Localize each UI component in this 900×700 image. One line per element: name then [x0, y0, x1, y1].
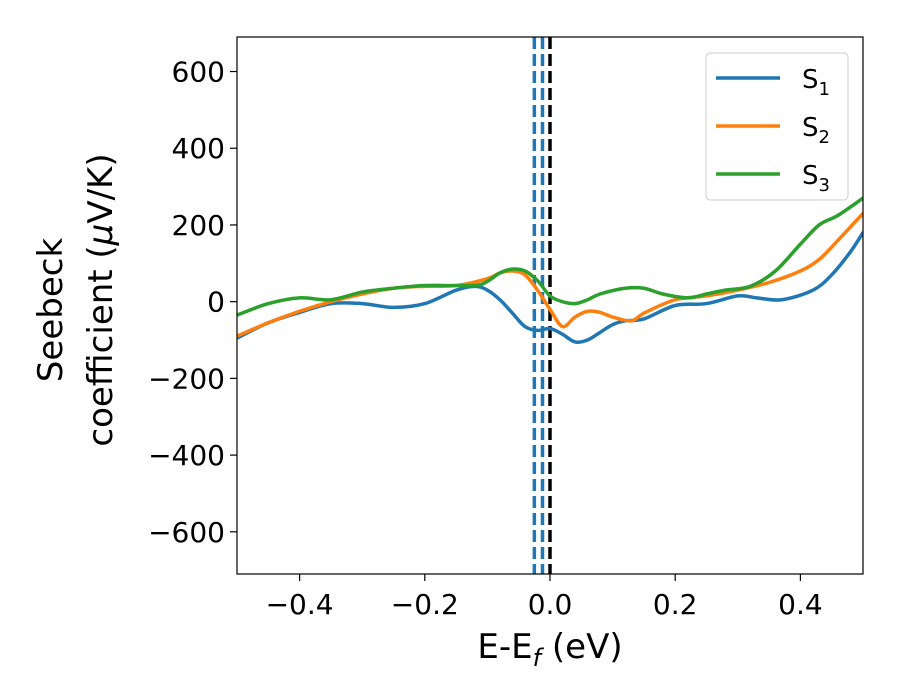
y-axis-label-line2: coefficient (μV/K)	[81, 153, 121, 446]
plot-area	[237, 37, 863, 574]
series-line-s3	[237, 196, 863, 317]
legend: S1 S2 S3	[705, 52, 849, 201]
y-tick-label: 200	[172, 209, 225, 242]
y-tick-label: 600	[172, 56, 225, 89]
y-axis-label-line1: Seebeck	[31, 238, 71, 383]
series-layer	[237, 196, 863, 345]
y-tick-label: 400	[172, 132, 225, 165]
y-axis: −600 −400 −200 0 200 400 600	[148, 56, 237, 549]
y-tick-label: 0	[207, 286, 225, 319]
x-tick-label: −0.4	[266, 588, 334, 621]
x-axis: −0.4 −0.2 0.0 0.2 0.4	[266, 574, 823, 621]
x-tick-label: 0.4	[778, 588, 823, 621]
x-tick-label: 0.0	[528, 588, 573, 621]
reference-lines	[532, 37, 552, 574]
legend-label-s2: S2	[802, 113, 830, 148]
y-tick-label: −400	[148, 439, 225, 472]
x-tick-label: 0.2	[653, 588, 698, 621]
legend-label-s1: S1	[802, 65, 830, 100]
y-tick-label: −600	[148, 516, 225, 549]
series-line-s1	[237, 230, 863, 345]
y-axis-label: Seebeck coefficient (μV/K)	[31, 153, 121, 446]
y-tick-label: −200	[148, 362, 225, 395]
x-axis-label: E-Ef (eV)	[477, 627, 622, 672]
legend-label-s3: S3	[802, 161, 830, 196]
x-tick-label: −0.2	[391, 588, 459, 621]
